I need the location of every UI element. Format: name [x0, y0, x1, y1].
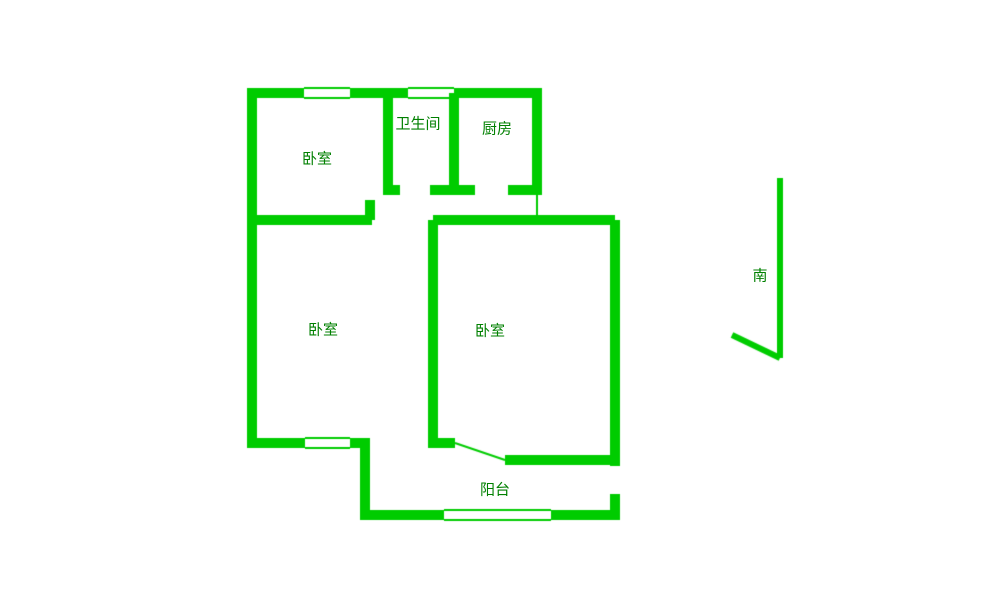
label-kitchen: 厨房 [482, 118, 512, 139]
label-bedroom-left: 卧室 [308, 319, 338, 340]
label-south: 南 [752, 265, 767, 286]
label-balcony: 阳台 [480, 479, 510, 500]
label-bedroom-top: 卧室 [302, 148, 332, 169]
floorplan-canvas [0, 0, 1000, 598]
label-bathroom: 卫生间 [395, 113, 440, 134]
label-bedroom-right: 卧室 [475, 320, 505, 341]
